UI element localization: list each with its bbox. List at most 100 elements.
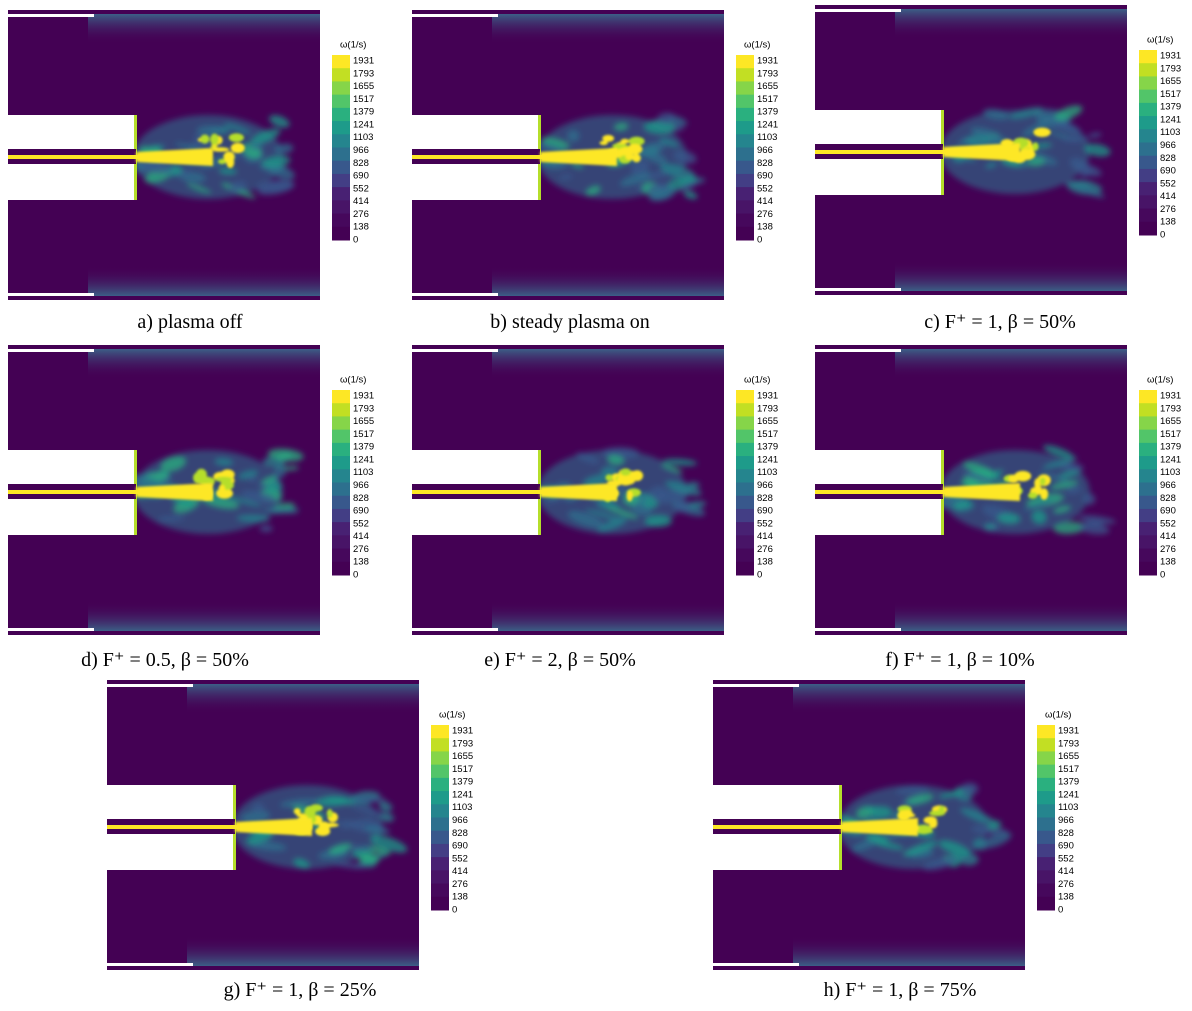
vortex xyxy=(252,803,264,812)
colorbar-band xyxy=(736,483,754,497)
colorbar-band xyxy=(1037,765,1055,779)
colorbar-tick-label: 414 xyxy=(353,531,369,542)
wall xyxy=(412,293,498,296)
colorbar-tick-label: 1517 xyxy=(1058,764,1079,775)
colorbar-band xyxy=(332,148,350,162)
vortex-core xyxy=(1018,149,1035,160)
colorbar-band xyxy=(1037,778,1055,792)
boundary-layer xyxy=(88,349,320,379)
panel: ω(1/s)1931179316551517137912411103966828… xyxy=(815,345,1181,635)
colorbar-tick-label: 414 xyxy=(1058,866,1074,877)
colorbar-band xyxy=(736,68,754,82)
colorbar-tick-label: 1655 xyxy=(353,81,374,92)
colorbar-band xyxy=(736,456,754,470)
colorbar-band xyxy=(736,535,754,549)
colorbar-band xyxy=(1139,209,1157,223)
vortex xyxy=(259,525,272,532)
colorbar-band xyxy=(332,161,350,175)
colorbar-title: ω(1/s) xyxy=(744,375,770,386)
caption: e) F⁺ = 2, β = 50% xyxy=(484,649,636,671)
colorbar-band xyxy=(431,738,449,752)
colorbar-band xyxy=(1139,50,1157,64)
colorbar-band xyxy=(332,483,350,497)
colorbar-band xyxy=(332,509,350,523)
colorbar-band xyxy=(431,870,449,884)
colorbar-band xyxy=(431,897,449,911)
vortex-core xyxy=(231,143,245,153)
vortex-core xyxy=(1014,471,1031,482)
colorbar-tick-label: 1931 xyxy=(757,56,778,67)
colorbar-tick-label: 1793 xyxy=(757,403,778,414)
colorbar-tick-label: 414 xyxy=(1160,191,1176,202)
wall xyxy=(8,293,94,296)
colorbar-tick-label: 690 xyxy=(452,841,468,852)
vortex-core xyxy=(1040,488,1048,500)
colorbar-tick-label: 828 xyxy=(353,158,369,169)
colorbar-band xyxy=(736,200,754,214)
colorbar-band xyxy=(1139,129,1157,143)
colorbar-band xyxy=(1037,725,1055,739)
colorbar-tick-label: 1931 xyxy=(1160,391,1181,402)
colorbar-tick-label: 1655 xyxy=(353,416,374,427)
colorbar-tick-label: 966 xyxy=(353,145,369,156)
colorbar-tick-label: 1517 xyxy=(757,94,778,105)
vortex-core xyxy=(327,809,333,818)
boundary-layer xyxy=(88,266,320,296)
vortex-core xyxy=(627,491,633,502)
colorbar-band xyxy=(332,200,350,214)
vortex-core xyxy=(1028,492,1038,499)
colorbar-band xyxy=(736,187,754,201)
colorbar-band xyxy=(431,791,449,805)
caption: c) F⁺ = 1, β = 50% xyxy=(924,311,1076,333)
colorbar-tick-label: 1931 xyxy=(452,726,473,737)
boundary-layer xyxy=(492,266,724,296)
colorbar-tick-label: 1103 xyxy=(1160,467,1180,478)
colorbar-tick-label: 690 xyxy=(353,171,369,182)
colorbar-band xyxy=(736,416,754,430)
colorbar-tick-label: 0 xyxy=(757,235,762,246)
colorbar-band xyxy=(332,416,350,430)
colorbar-tick-label: 1379 xyxy=(1160,102,1181,113)
colorbar-tick-label: 1931 xyxy=(757,391,778,402)
colorbar-band xyxy=(736,496,754,510)
colorbar-band xyxy=(332,443,350,457)
vortex-core xyxy=(605,474,613,481)
colorbar-tick-label: 138 xyxy=(1160,557,1176,568)
colorbar-band xyxy=(1139,469,1157,483)
colorbar-band xyxy=(1139,143,1157,157)
vortex-core xyxy=(229,133,244,142)
boundary-layer xyxy=(895,349,1127,379)
boundary-layer xyxy=(793,684,1025,714)
colorbar-tick-label: 828 xyxy=(353,493,369,504)
colorbar-title: ω(1/s) xyxy=(340,40,366,51)
colorbar-band xyxy=(332,108,350,122)
wall xyxy=(412,14,498,17)
caption: a) plasma off xyxy=(137,311,242,333)
colorbar-tick-label: 690 xyxy=(1160,506,1176,517)
colorbar-band xyxy=(332,174,350,188)
colorbar-band xyxy=(431,751,449,765)
boundary-layer xyxy=(88,14,320,44)
colorbar-tick-label: 1655 xyxy=(1160,416,1181,427)
colorbar-band xyxy=(431,884,449,898)
colorbar-band xyxy=(736,403,754,417)
colorbar-tick-label: 138 xyxy=(757,557,773,568)
colorbar-band xyxy=(431,778,449,792)
colorbar-band xyxy=(1139,509,1157,523)
colorbar-tick-label: 1793 xyxy=(1058,738,1079,749)
colorbar-tick-label: 1379 xyxy=(757,442,778,453)
colorbar-tick-label: 1379 xyxy=(353,442,374,453)
colorbar-band xyxy=(1037,818,1055,832)
boundary-layer xyxy=(492,349,724,379)
caption: h) F⁺ = 1, β = 75% xyxy=(824,979,977,1001)
colorbar-tick-label: 1103 xyxy=(757,467,777,478)
vortex-core xyxy=(223,151,234,162)
colorbar-tick-label: 414 xyxy=(757,196,773,207)
colorbar-band xyxy=(736,549,754,563)
colorbar-band xyxy=(736,522,754,536)
colorbar-band xyxy=(431,831,449,845)
colorbar-tick-label: 828 xyxy=(1160,493,1176,504)
colorbar-tick-label: 1931 xyxy=(353,391,374,402)
colorbar-band xyxy=(736,430,754,444)
colorbar-band xyxy=(736,390,754,404)
